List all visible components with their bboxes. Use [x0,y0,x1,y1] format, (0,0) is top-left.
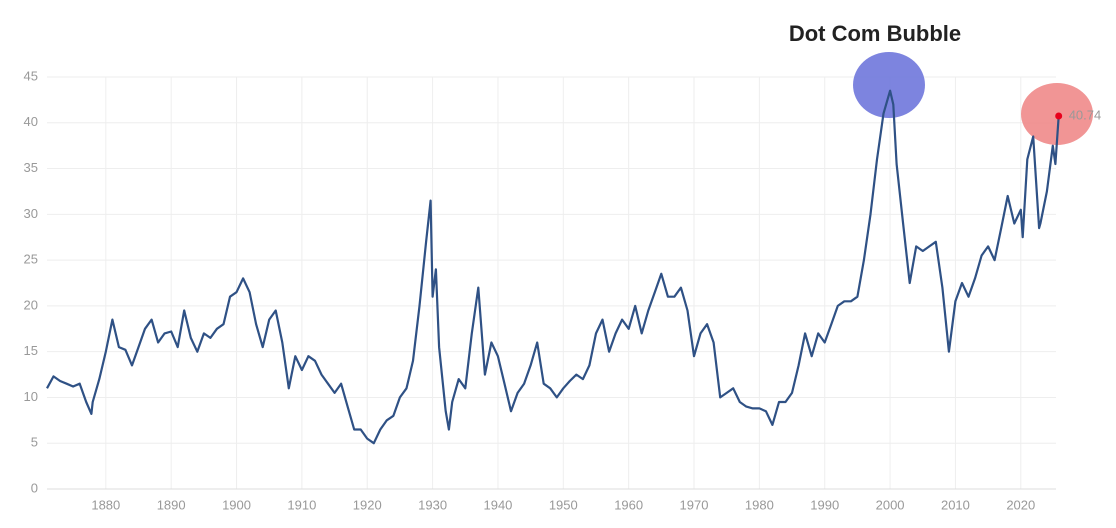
x-tick-label: 2020 [1006,497,1035,512]
x-tick-label: 2010 [941,497,970,512]
x-tick-label: 1910 [287,497,316,512]
x-tick-label: 1930 [418,497,447,512]
y-tick-label: 20 [24,297,38,312]
annotation: Dot Com Bubble [789,21,961,46]
x-tick-label: 1990 [810,497,839,512]
y-tick-label: 15 [24,343,38,358]
x-tick-label: 1980 [745,497,774,512]
last-value-label: 40.74 [1069,107,1102,122]
x-tick-label: 1920 [353,497,382,512]
y-tick-label: 45 [24,68,38,83]
x-tick-label: 1960 [614,497,643,512]
line-series [46,89,1060,445]
last-point [1055,112,1063,120]
x-tick-label: 1890 [157,497,186,512]
y-tick-label: 5 [31,435,38,450]
x-tick-label: 1970 [680,497,709,512]
highlight-circle [853,52,925,118]
x-tick-label: 1950 [549,497,578,512]
x-tick-label: 1880 [91,497,120,512]
y-tick-label: 10 [24,389,38,404]
y-tick-label: 25 [24,252,38,267]
y-tick-label: 0 [31,480,38,495]
x-tick-label: 1900 [222,497,251,512]
x-tick-label: 1940 [483,497,512,512]
y-tick-label: 40 [24,114,38,129]
y-tick-label: 30 [24,206,38,221]
y-tick-label: 35 [24,160,38,175]
x-tick-label: 2000 [876,497,905,512]
